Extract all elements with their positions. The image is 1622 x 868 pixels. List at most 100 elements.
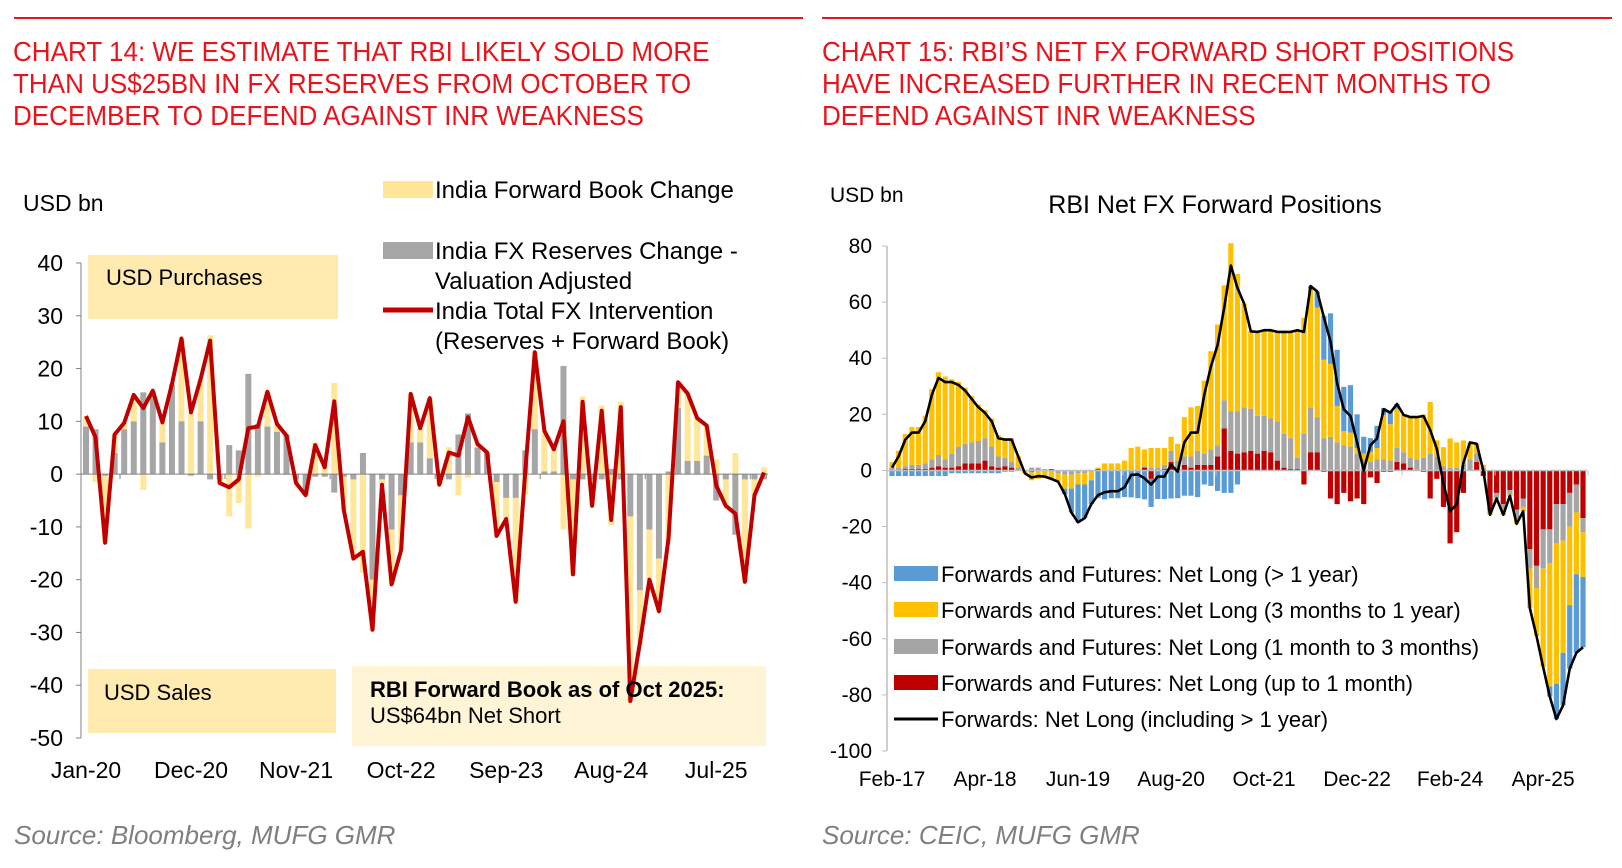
- bar-m3to1y: [1068, 474, 1074, 489]
- title-line: DEFEND AGAINST INR WEAKNESS: [822, 100, 1256, 131]
- y-tick-label: 0: [860, 459, 872, 482]
- forward-book-bar: [445, 447, 452, 475]
- reserves-bar: [111, 453, 118, 475]
- forward-book-bar: [694, 418, 701, 461]
- bar-m1to3m: [1175, 460, 1181, 470]
- forward-book-bar: [312, 442, 319, 475]
- bar-m3to1y: [1048, 471, 1055, 481]
- reserves-bar: [398, 474, 405, 496]
- x-tick-label: Dec-22: [1323, 768, 1391, 791]
- bar-m3to1y: [1082, 473, 1088, 485]
- reserves-bar: [531, 429, 538, 475]
- bar-m3to1y: [949, 379, 955, 454]
- usd-sales-box: [88, 669, 336, 733]
- reserves-bar: [149, 392, 156, 475]
- bar-upto1m: [1553, 470, 1560, 505]
- reserves-bar: [273, 431, 280, 475]
- y-tick-label: 20: [849, 403, 872, 426]
- reserves-bar: [388, 474, 395, 530]
- forward-book-bar: [388, 529, 395, 585]
- bar-m3to1y: [1095, 467, 1101, 470]
- reserves-bar: [331, 474, 338, 493]
- bar-upto1m: [1008, 467, 1015, 471]
- bar-m3to1y: [1374, 448, 1380, 460]
- forward-book-bar: [331, 382, 338, 475]
- bar-gt1y: [889, 470, 895, 477]
- bar-m1to3m: [1427, 453, 1433, 471]
- reserves-bar: [369, 474, 376, 580]
- reserves-bar: [130, 421, 137, 475]
- forward-book-bar: [197, 379, 204, 422]
- reserves-bar: [168, 384, 175, 475]
- bar-m3to1y: [1115, 463, 1121, 471]
- bar-m3to1y: [1467, 442, 1473, 460]
- usd-purchases-label: USD Purchases: [106, 265, 263, 290]
- reserves-bar: [541, 471, 548, 475]
- bar-upto1m: [1354, 470, 1360, 499]
- reserves-bar: [359, 453, 366, 475]
- bar-upto1m: [1341, 470, 1347, 493]
- bar-m3to1y: [1327, 363, 1334, 437]
- forward-book-note-bold: RBI Forward Book as of Oct 2025:: [370, 677, 725, 702]
- forward-book-bar: [159, 422, 166, 443]
- x-tick-label: Jul-25: [685, 757, 748, 783]
- bar-m1to3m: [995, 456, 1001, 468]
- bar-gt1y: [1148, 478, 1154, 507]
- bar-m1to3m: [902, 466, 908, 470]
- bar-gt1y: [995, 470, 1001, 474]
- bar-upto1m: [1181, 464, 1187, 471]
- forward-book-bar: [627, 516, 634, 702]
- reserves-bar: [550, 471, 557, 475]
- right-title-rule: [822, 17, 1612, 19]
- forward-book-bar: [732, 453, 739, 475]
- bar-gt1y: [1135, 470, 1141, 499]
- x-tick-label: Jan-20: [51, 757, 121, 783]
- bar-m1to3m: [975, 440, 981, 464]
- reserves-bar: [445, 474, 452, 480]
- bar-m1to3m: [1181, 456, 1187, 465]
- reserves-bar: [207, 474, 214, 480]
- bar-gt1y: [909, 470, 915, 477]
- reserves-bar: [493, 474, 500, 483]
- legend-reserves: India FX Reserves Change -: [435, 238, 738, 265]
- bar-m3to1y: [1055, 473, 1061, 482]
- bar-m1to3m: [1221, 400, 1227, 429]
- forward-book-bar: [121, 422, 128, 430]
- forward-book-bar: [655, 558, 662, 612]
- bar-upto1m: [1567, 470, 1573, 493]
- chart14-title: CHART 14: WE ESTIMATE THAT RBI LIKELY SO…: [13, 36, 710, 132]
- bar-gt1y: [935, 470, 942, 477]
- bar-m1to3m: [982, 438, 988, 461]
- bar-m1to3m: [1513, 509, 1520, 519]
- reserves-bar: [245, 373, 252, 475]
- bar-upto1m: [1540, 470, 1546, 530]
- bar-m3to1y: [969, 396, 975, 443]
- usd-purchases-box: [88, 255, 338, 319]
- bar-gt1y: [1228, 470, 1234, 493]
- bar-m1to3m: [1540, 529, 1546, 569]
- bar-upto1m: [1494, 470, 1500, 493]
- forward-book-bar: [92, 474, 99, 483]
- reserves-bar: [312, 474, 319, 477]
- bar-m1to3m: [1440, 466, 1447, 471]
- bar-m1to3m: [1188, 456, 1194, 468]
- reserves-bar: [665, 471, 672, 475]
- bar-gt1y: [1208, 470, 1214, 486]
- y-tick-label: -40: [30, 672, 63, 698]
- forward-book-bar: [178, 338, 185, 422]
- forward-book-bar: [684, 393, 691, 461]
- legend-net-line: Forwards: Net Long (including > 1 year): [941, 707, 1328, 732]
- forward-book-bar: [321, 464, 328, 475]
- bar-m3to1y: [1341, 431, 1347, 446]
- bar-m1to3m: [1533, 565, 1540, 589]
- reserves-bar: [464, 413, 471, 475]
- bar-m3to1y: [1201, 380, 1207, 454]
- bar-m1to3m: [1301, 433, 1307, 471]
- legend-swatch-gt1y: [894, 566, 938, 581]
- bar-m3to1y: [1128, 448, 1134, 471]
- bar-m3to1y: [1314, 307, 1320, 418]
- title-line: CHART 15: RBI’S NET FX FORWARD SHORT POS…: [822, 36, 1515, 67]
- bar-upto1m: [935, 466, 942, 471]
- bar-m1to3m: [1195, 450, 1201, 465]
- bar-m1to3m: [1520, 498, 1526, 507]
